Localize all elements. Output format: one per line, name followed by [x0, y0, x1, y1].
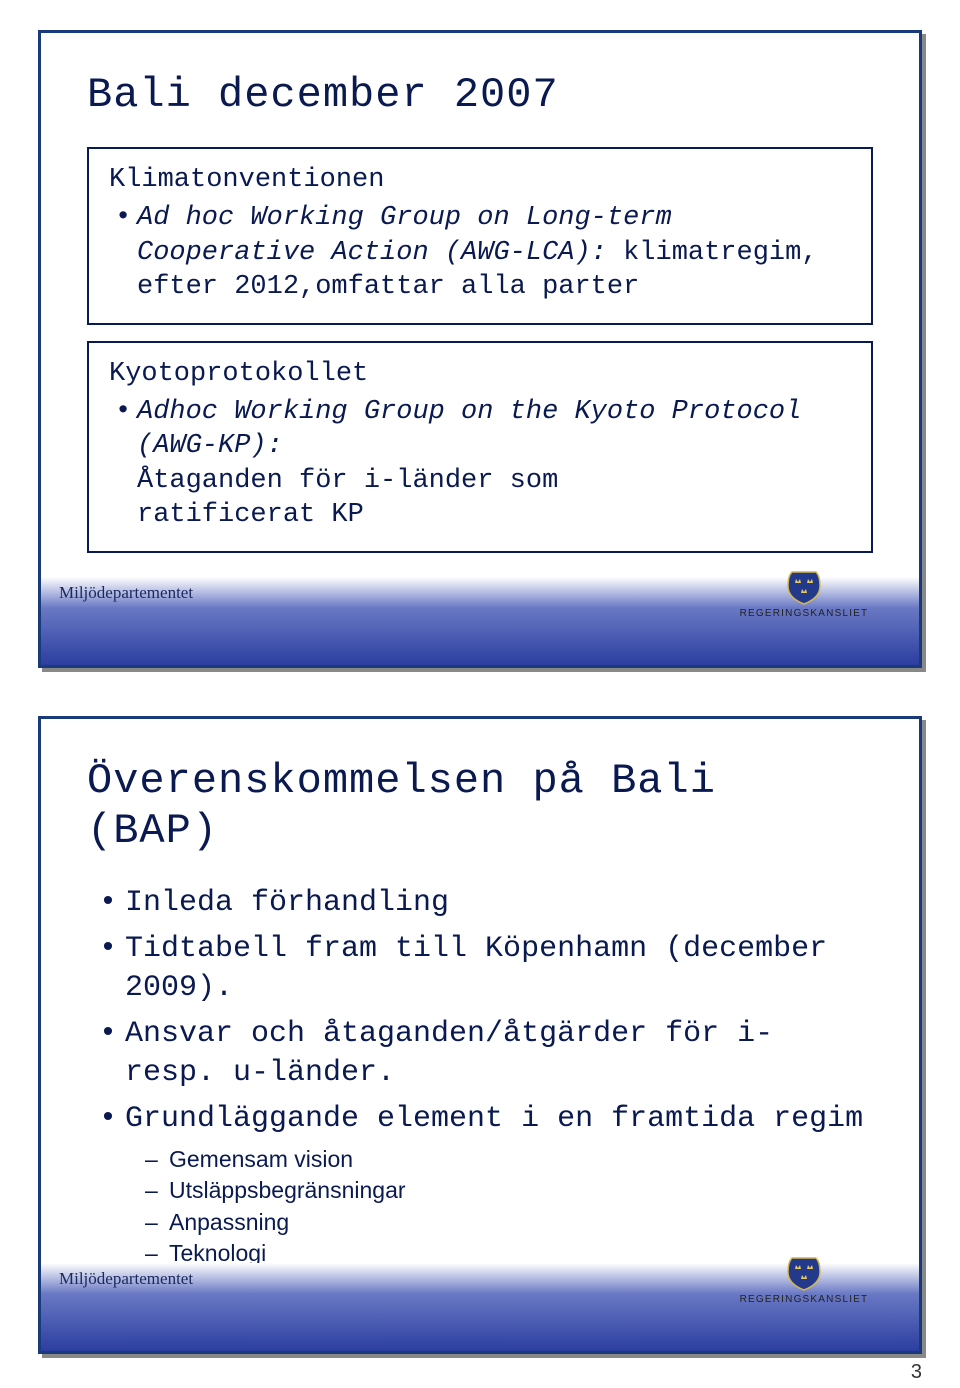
slide-footer: Miljödepartementet REGERINGSKANSLIET: [41, 577, 919, 665]
slide-footer: Miljödepartementet REGERINGSKANSLIET: [41, 1263, 919, 1351]
box-list: Ad hoc Working Group on Long-term Cooper…: [109, 201, 851, 305]
box-klimatkonventionen: Klimatonventionen Ad hoc Working Group o…: [87, 147, 873, 325]
box-label: Kyotoprotokollet: [109, 359, 851, 389]
bullet-italic: Ad hoc Working Group on Long-term Cooper…: [137, 203, 672, 268]
slide-1: Bali december 2007 Klimatonventionen Ad …: [38, 30, 922, 668]
slide-title: Bali december 2007: [87, 71, 873, 119]
logo-regeringskansliet: REGERINGSKANSLIET: [719, 1252, 889, 1305]
slide-title: Överenskommelsen på Bali (BAP): [87, 757, 873, 856]
slide-inner: Överenskommelsen på Bali (BAP) Inleda fö…: [41, 719, 919, 1351]
box-label: Klimatonventionen: [109, 165, 851, 195]
slide-2: Överenskommelsen på Bali (BAP) Inleda fö…: [38, 716, 922, 1354]
three-crowns-icon: [784, 566, 824, 606]
box-list: Adhoc Working Group on the Kyoto Protoco…: [109, 395, 851, 533]
box-kyotoprotokollet: Kyotoprotokollet Adhoc Working Group on …: [87, 341, 873, 553]
bullet-rest-line2: ratificerat KP: [137, 500, 364, 530]
department-label: Miljödepartementet: [59, 583, 193, 603]
bullet-item-text: Grundläggande element i en framtida regi…: [125, 1102, 863, 1136]
department-label: Miljödepartementet: [59, 1269, 193, 1289]
bullet-item: Ansvar och åtaganden/åtgärder för i- res…: [109, 1015, 873, 1092]
box-bullet: Adhoc Working Group on the Kyoto Protoco…: [127, 395, 851, 533]
bullet-item: Inleda förhandling: [109, 884, 873, 922]
bullet-list: Inleda förhandling Tidtabell fram till K…: [87, 884, 873, 1300]
sub-item: Utsläppsbegränsningar: [155, 1175, 873, 1206]
box-bullet: Ad hoc Working Group on Long-term Cooper…: [127, 201, 851, 305]
page-number: 3: [911, 1361, 922, 1384]
sub-item: Anpassning: [155, 1207, 873, 1238]
logo-text: REGERINGSKANSLIET: [719, 1294, 889, 1305]
slide-inner: Bali december 2007 Klimatonventionen Ad …: [41, 33, 919, 665]
bullet-italic: Adhoc Working Group on the Kyoto Protoco…: [137, 397, 801, 462]
logo-regeringskansliet: REGERINGSKANSLIET: [719, 566, 889, 619]
sub-item: Gemensam vision: [155, 1144, 873, 1175]
page: Bali december 2007 Klimatonventionen Ad …: [0, 0, 960, 1388]
bullet-item: Tidtabell fram till Köpenhamn (december …: [109, 930, 873, 1007]
bullet-rest-line1: Åtaganden för i-länder som: [137, 466, 558, 496]
three-crowns-icon: [784, 1252, 824, 1292]
logo-text: REGERINGSKANSLIET: [719, 608, 889, 619]
